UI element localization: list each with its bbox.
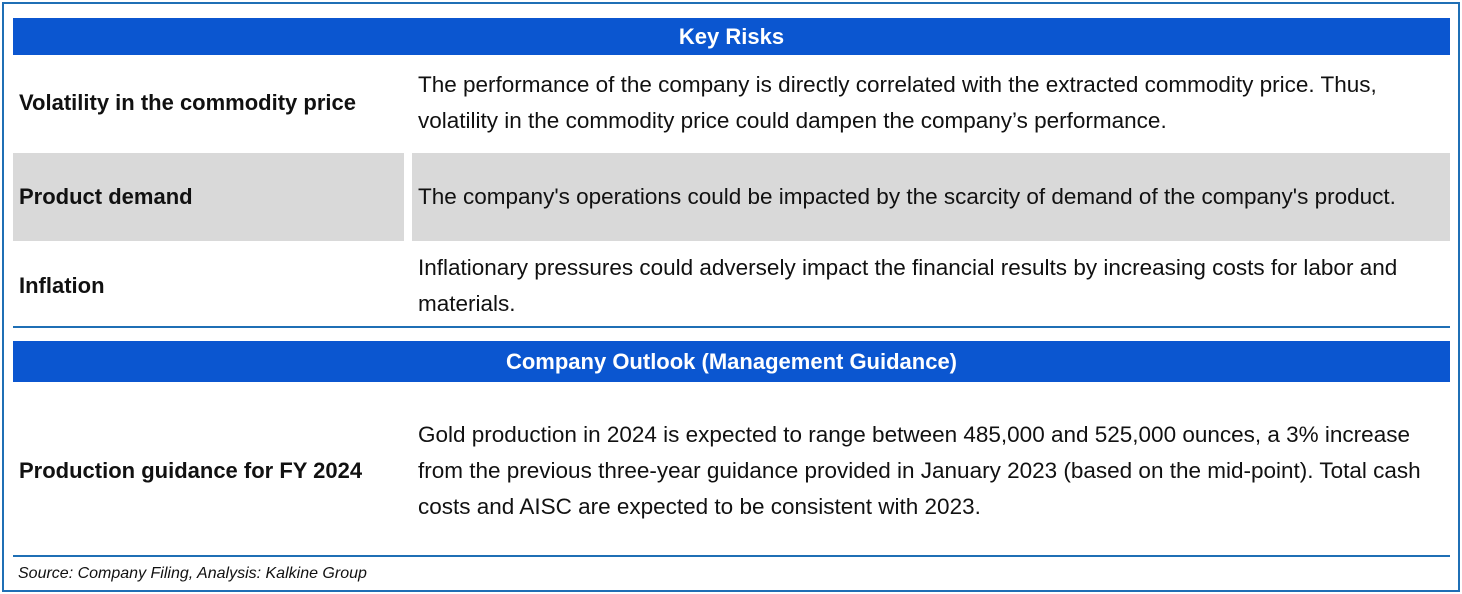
outlook-label-production-guidance: Production guidance for FY 2024 xyxy=(19,458,363,483)
risk-description-product-demand: The company's operations could be impact… xyxy=(412,153,1450,241)
risk-label-product-demand: Product demand xyxy=(13,153,404,241)
risk-label-commodity-volatility: Volatility in the commodity price xyxy=(19,90,356,115)
outlook-description-production-guidance: Gold production in 2024 is expected to r… xyxy=(418,422,1421,519)
risk-description-inflation: Inflationary pressures could adversely i… xyxy=(418,255,1398,316)
footer-divider xyxy=(13,555,1450,557)
source-note: Source: Company Filing, Analysis: Kalkin… xyxy=(18,565,367,582)
section-divider xyxy=(13,326,1450,328)
key-risks-header: Key Risks xyxy=(13,18,1450,55)
outlook-header: Company Outlook (Management Guidance) xyxy=(13,341,1450,382)
risk-label-inflation: Inflation xyxy=(19,273,105,298)
risk-description-commodity-volatility: The performance of the company is direct… xyxy=(418,72,1377,133)
